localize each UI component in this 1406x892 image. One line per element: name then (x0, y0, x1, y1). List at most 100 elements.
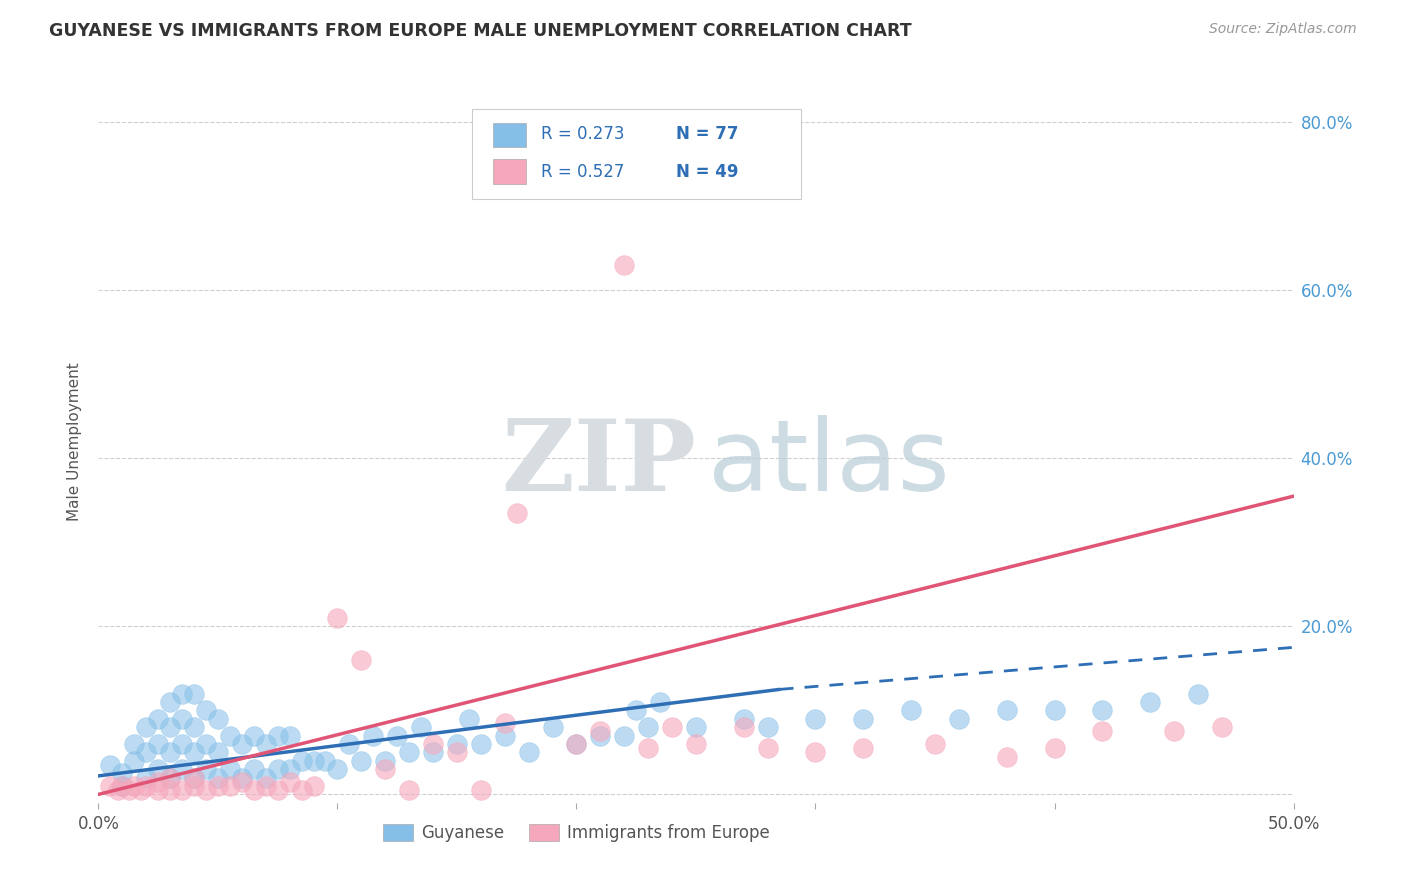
Point (148, 737, 170, 751)
Point (1091, 724, 1114, 739)
Point (207, 771, 229, 785)
Point (243, 729, 266, 743)
Point (254, 737, 277, 751)
Text: R = 0.273: R = 0.273 (541, 126, 624, 144)
Point (506, 506, 529, 520)
Point (267, 729, 290, 743)
Point (363, 729, 385, 743)
Point (183, 745, 205, 759)
Point (661, 720, 683, 734)
Point (172, 762, 194, 776)
Point (1139, 695, 1161, 709)
Point (685, 720, 707, 734)
Point (302, 779, 325, 793)
Point (231, 737, 253, 751)
Point (159, 720, 181, 734)
Point (98, 779, 122, 793)
Point (254, 771, 277, 785)
Point (159, 783, 181, 797)
Point (1187, 687, 1209, 701)
Point (219, 779, 242, 793)
Point (339, 737, 361, 751)
Point (637, 741, 659, 756)
Point (111, 766, 134, 780)
Point (852, 712, 875, 726)
Text: N = 49: N = 49 (676, 163, 738, 181)
Point (148, 774, 170, 789)
Point (411, 720, 433, 734)
Point (148, 762, 170, 776)
Point (183, 720, 205, 734)
Point (195, 703, 218, 717)
Text: GUYANESE VS IMMIGRANTS FROM EUROPE MALE UNEMPLOYMENT CORRELATION CHART: GUYANESE VS IMMIGRANTS FROM EUROPE MALE … (49, 22, 912, 40)
Y-axis label: Male Unemployment: Male Unemployment (67, 362, 83, 521)
Point (494, 729, 516, 743)
Point (648, 695, 672, 709)
Text: Source: ZipAtlas.com: Source: ZipAtlas.com (1209, 22, 1357, 37)
Point (1211, 720, 1233, 734)
Point (398, 745, 420, 759)
Point (589, 729, 612, 743)
Point (315, 754, 337, 768)
Point (685, 737, 707, 751)
Point (350, 754, 373, 768)
Point (995, 749, 1018, 764)
Point (565, 737, 588, 751)
Point (756, 720, 779, 734)
Point (804, 745, 827, 759)
Point (98, 758, 122, 772)
Point (422, 745, 444, 759)
Point (374, 762, 396, 776)
Legend: Guyanese, Immigrants from Europe: Guyanese, Immigrants from Europe (375, 817, 778, 848)
Point (267, 762, 290, 776)
Point (398, 783, 420, 797)
Point (219, 729, 242, 743)
Point (350, 653, 373, 667)
Point (804, 712, 827, 726)
Point (494, 716, 516, 731)
Point (733, 712, 755, 726)
Point (541, 720, 564, 734)
Point (326, 611, 349, 625)
Point (302, 754, 325, 768)
Point (278, 762, 301, 776)
Point (159, 695, 181, 709)
Point (159, 771, 181, 785)
Text: N = 77: N = 77 (676, 126, 738, 144)
Point (183, 771, 205, 785)
Point (626, 703, 648, 717)
Point (470, 737, 492, 751)
FancyBboxPatch shape (472, 109, 801, 200)
Point (183, 779, 205, 793)
Point (948, 712, 970, 726)
Point (243, 783, 266, 797)
Point (589, 724, 612, 739)
Point (124, 737, 146, 751)
Point (183, 687, 205, 701)
Point (613, 729, 636, 743)
Point (267, 783, 290, 797)
Point (159, 771, 181, 785)
Point (107, 783, 129, 797)
Point (207, 779, 229, 793)
Point (231, 771, 253, 785)
Point (135, 779, 157, 793)
Point (135, 720, 157, 734)
Point (470, 783, 492, 797)
Point (111, 779, 134, 793)
Point (254, 779, 277, 793)
Point (1043, 703, 1066, 717)
Point (458, 712, 481, 726)
Point (172, 783, 194, 797)
Point (326, 762, 349, 776)
Point (278, 729, 301, 743)
Point (172, 687, 194, 701)
Point (900, 703, 922, 717)
Point (852, 741, 875, 756)
Point (183, 771, 205, 785)
Point (135, 745, 157, 759)
Point (195, 762, 218, 776)
Point (135, 771, 157, 785)
Point (124, 779, 146, 793)
Point (756, 741, 779, 756)
